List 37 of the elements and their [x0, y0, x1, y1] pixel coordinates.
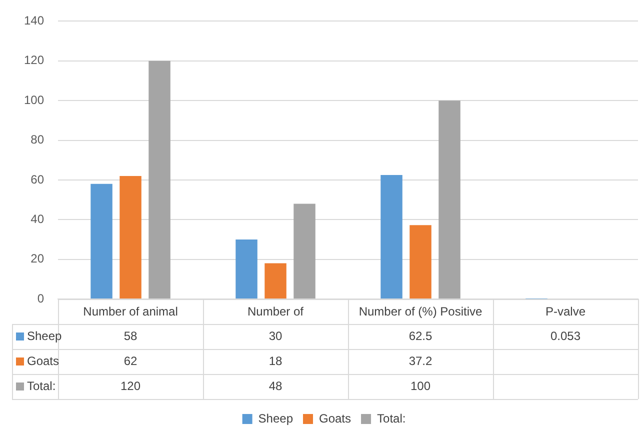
x-tick-label: Number of animal: [83, 304, 178, 319]
text: Sheep: [258, 411, 294, 426]
text: Total:: [27, 378, 56, 393]
y-tick-label: 100: [24, 92, 44, 107]
data-label: 37.2: [408, 354, 433, 368]
y-tick-label: 60: [30, 172, 44, 186]
data-label: 62.5: [408, 328, 433, 343]
x-tick-label: P-valve: [545, 304, 586, 319]
bar: [410, 225, 432, 298]
data-label: 58: [124, 328, 138, 343]
bar: [90, 184, 112, 298]
text: Goats: [319, 411, 352, 426]
bar: [294, 204, 316, 298]
data-label: 62: [124, 354, 138, 368]
data-label: 18: [268, 354, 283, 368]
data-label: 48: [268, 378, 283, 393]
data-label: 30: [268, 328, 283, 343]
bar: [438, 100, 460, 298]
bar: [148, 60, 170, 298]
legend-label: Total:: [377, 411, 406, 426]
y-tick-label: 80: [30, 132, 44, 147]
legend-label: Goats: [27, 354, 60, 368]
data-label: 120: [120, 378, 141, 393]
y-tick-label: 0: [37, 291, 44, 306]
x-tick-label: Number of: [248, 304, 304, 319]
legend-label: Sheep: [27, 328, 62, 343]
bar: [236, 239, 258, 298]
bar: [264, 263, 286, 298]
y-tick-label: 140: [24, 14, 44, 28]
y-tick-label: 20: [30, 252, 44, 266]
data-label: 0.053: [550, 328, 581, 343]
data-label: 100: [410, 378, 431, 393]
bar: [380, 174, 402, 298]
y-tick-label: 120: [24, 53, 44, 68]
bar: [120, 176, 142, 298]
x-tick-label: Number of (%) Positive: [358, 304, 483, 319]
y-tick-label: 40: [30, 212, 44, 226]
